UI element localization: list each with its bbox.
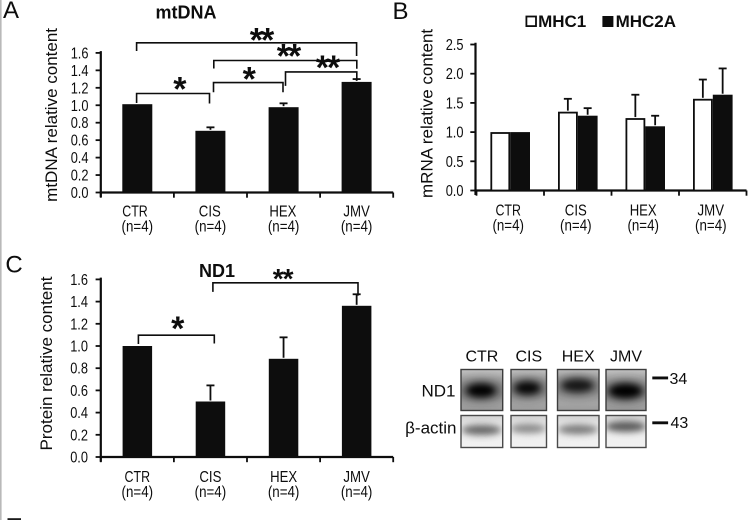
svg-text:0.2: 0.2	[71, 168, 89, 185]
svg-text:JMV: JMV	[698, 203, 725, 220]
svg-text:CIS: CIS	[199, 469, 221, 486]
svg-text:(n=4): (n=4)	[195, 484, 227, 501]
svg-text:(n=4): (n=4)	[560, 218, 592, 235]
svg-text:HEX: HEX	[630, 203, 657, 220]
svg-text:0.6: 0.6	[70, 383, 88, 400]
svg-text:43: 43	[671, 415, 689, 432]
svg-text:1.0: 1.0	[70, 339, 88, 356]
svg-text:ND1: ND1	[199, 261, 235, 281]
svg-text:A: A	[3, 0, 19, 24]
svg-text:C: C	[5, 252, 22, 279]
svg-text:CIS: CIS	[199, 204, 221, 221]
svg-text:34: 34	[670, 371, 688, 388]
svg-text:1.0: 1.0	[446, 125, 464, 142]
svg-text:β-actin: β-actin	[405, 419, 456, 438]
svg-text:0.0: 0.0	[70, 450, 88, 467]
svg-text:(n=4): (n=4)	[122, 484, 154, 501]
svg-text:(n=4): (n=4)	[627, 218, 659, 235]
svg-text:(n=4): (n=4)	[341, 219, 373, 236]
svg-text:MHC1: MHC1	[538, 12, 586, 31]
svg-text:0.2: 0.2	[70, 427, 88, 444]
svg-text:1.2: 1.2	[70, 316, 88, 333]
svg-text:MHC2A: MHC2A	[616, 12, 676, 31]
svg-text:0.8: 0.8	[71, 115, 89, 132]
svg-text:HEX: HEX	[270, 469, 297, 486]
svg-text:(n=4): (n=4)	[122, 219, 154, 236]
svg-text:0.0: 0.0	[71, 185, 89, 202]
svg-text:1.4: 1.4	[71, 63, 89, 80]
svg-text:(n=4): (n=4)	[268, 484, 300, 501]
svg-text:**: **	[316, 49, 341, 87]
svg-text:Protein relative content: Protein relative content	[37, 276, 56, 450]
svg-text:2.0: 2.0	[446, 66, 464, 83]
svg-text:**: **	[273, 263, 294, 294]
svg-text:CTR: CTR	[125, 469, 151, 486]
svg-text:B: B	[392, 0, 408, 25]
svg-text:**: **	[250, 22, 275, 60]
svg-text:(n=4): (n=4)	[341, 484, 373, 501]
svg-text:1.2: 1.2	[71, 80, 89, 97]
svg-text:1.6: 1.6	[70, 272, 88, 289]
svg-text:mRNA relative content: mRNA relative content	[418, 29, 437, 198]
svg-text:0.0: 0.0	[446, 183, 464, 200]
svg-text:2.5: 2.5	[446, 37, 464, 54]
svg-text:CIS: CIS	[515, 349, 542, 366]
svg-text:1.4: 1.4	[70, 294, 88, 311]
svg-text:(n=4): (n=4)	[195, 219, 227, 236]
svg-text:CTR: CTR	[495, 203, 521, 220]
svg-text:JMV: JMV	[343, 469, 370, 486]
svg-text:CTR: CTR	[465, 349, 498, 366]
svg-text:0.6: 0.6	[71, 133, 89, 150]
svg-text:1.6: 1.6	[71, 45, 89, 62]
svg-text:ND1: ND1	[421, 382, 455, 401]
svg-text:0.8: 0.8	[70, 361, 88, 378]
svg-text:mtDNA: mtDNA	[156, 3, 217, 23]
svg-text:(n=4): (n=4)	[268, 219, 300, 236]
svg-text:(n=4): (n=4)	[695, 218, 727, 235]
svg-text:CIS: CIS	[565, 203, 587, 220]
svg-text:0.4: 0.4	[70, 405, 88, 422]
svg-text:CTR: CTR	[122, 204, 148, 221]
svg-text:HEX: HEX	[562, 349, 595, 366]
svg-text:1.0: 1.0	[71, 98, 89, 115]
svg-text:(n=4): (n=4)	[492, 218, 524, 235]
svg-text:1.5: 1.5	[446, 95, 464, 112]
svg-text:0.5: 0.5	[446, 154, 464, 171]
svg-text:JMV: JMV	[343, 204, 370, 221]
svg-text:JMV: JMV	[610, 349, 642, 366]
svg-text:HEX: HEX	[269, 204, 296, 221]
svg-text:mtDNA relative content: mtDNA relative content	[42, 28, 61, 202]
svg-text:0.4: 0.4	[71, 150, 89, 167]
